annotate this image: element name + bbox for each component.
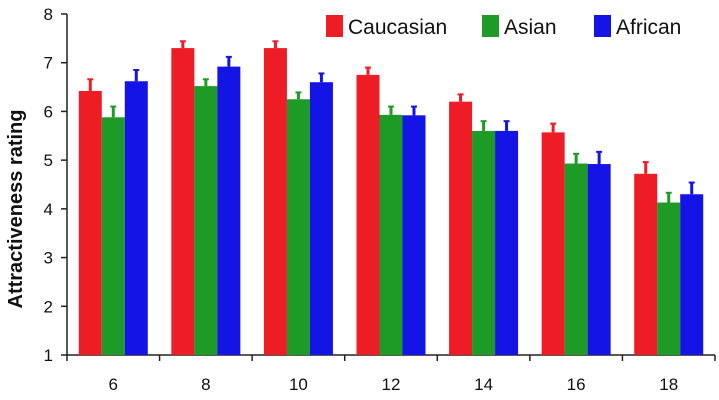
legend-label-asian: Asian: [504, 16, 557, 39]
y-tick-label: 4: [44, 200, 53, 219]
legend-swatch-asian: [482, 15, 499, 37]
legend-swatch-caucasian: [326, 15, 343, 37]
bar-caucasian-16: [541, 132, 565, 355]
x-tick-label: 8: [201, 375, 210, 394]
bar-african-8: [217, 66, 241, 356]
bar-african-10: [309, 82, 333, 355]
y-tick-label: 6: [44, 102, 53, 121]
bar-caucasian-8: [171, 48, 195, 355]
bar-african-12: [402, 115, 426, 355]
x-axis: 6 8 10 12 14 16 18: [66, 354, 716, 394]
legend: Caucasian Asian African: [326, 15, 681, 39]
bar-african-6: [124, 81, 148, 356]
error-bars: [87, 40, 695, 203]
bars: [78, 48, 704, 356]
y-tick-label: 2: [44, 297, 53, 316]
y-axis-title: Attractiveness rating: [5, 110, 27, 309]
x-tick-label: 6: [109, 375, 118, 394]
x-tick-label: 18: [659, 375, 678, 394]
legend-swatch-african: [594, 15, 611, 37]
legend-label-caucasian: Caucasian: [348, 16, 447, 39]
y-tick-label: 8: [44, 5, 53, 24]
y-axis: 1 2 3 4 5 6 7 8: [44, 5, 68, 365]
x-tick-label: 14: [474, 375, 493, 394]
x-tick-label: 12: [382, 375, 401, 394]
y-tick-label: 3: [44, 249, 53, 268]
bar-african-18: [680, 194, 704, 355]
bar-asian-16: [564, 163, 588, 355]
x-tick-label: 16: [567, 375, 586, 394]
y-tick-label: 5: [44, 151, 53, 170]
y-tick-label: 7: [44, 54, 53, 73]
bar-asian-14: [472, 130, 496, 355]
legend-label-african: African: [616, 16, 681, 39]
bar-african-14: [495, 130, 519, 355]
y-tick-label: 1: [44, 346, 53, 365]
bar-caucasian-6: [78, 90, 102, 356]
bar-caucasian-12: [356, 74, 380, 356]
bar-caucasian-10: [263, 48, 287, 355]
bar-african-16: [587, 164, 611, 355]
bar-asian-18: [657, 202, 681, 355]
x-tick-label: 10: [289, 375, 308, 394]
bar-asian-8: [194, 86, 218, 356]
bar-asian-10: [286, 99, 310, 355]
bar-asian-12: [379, 114, 403, 356]
bar-caucasian-14: [449, 101, 473, 355]
bar-asian-6: [101, 117, 125, 355]
bar-caucasian-18: [634, 173, 658, 355]
